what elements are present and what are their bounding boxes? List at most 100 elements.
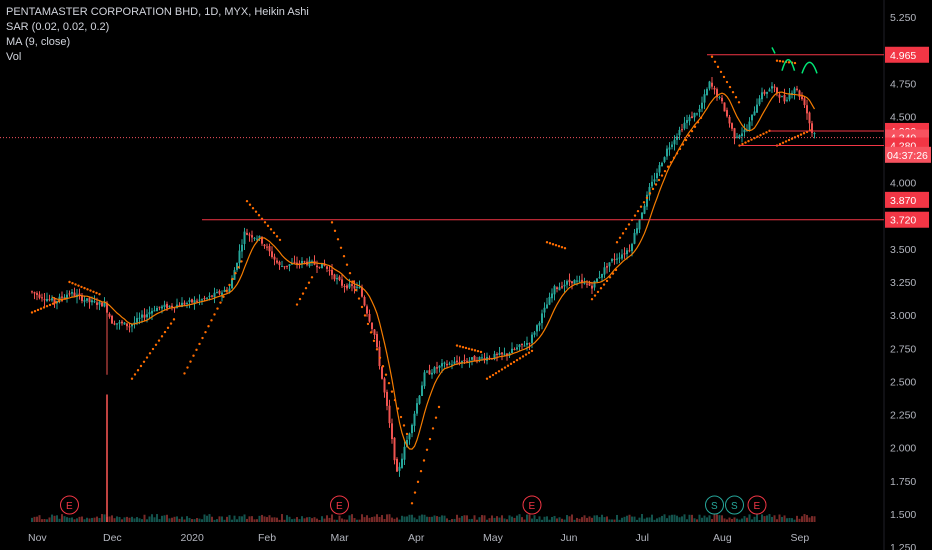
volume-bar <box>728 517 731 522</box>
candle-body <box>436 367 438 369</box>
volume-bar <box>638 517 641 522</box>
sar-dot <box>228 283 231 287</box>
volume-bar <box>393 518 396 522</box>
candle-body <box>608 262 611 267</box>
event-marker[interactable]: E <box>330 495 349 515</box>
volume-bar <box>391 517 393 522</box>
candle-body <box>153 310 156 312</box>
event-marker[interactable]: E <box>60 495 79 515</box>
sar-dot <box>351 280 355 283</box>
volume-bar <box>563 519 566 522</box>
volume-bar <box>238 516 241 522</box>
candle-body <box>513 348 516 350</box>
volume-bar <box>198 518 201 522</box>
volume-bar <box>401 515 403 522</box>
event-marker[interactable]: S <box>725 495 744 515</box>
volume-bar <box>228 515 231 522</box>
candle-body <box>726 110 728 117</box>
candle-body <box>253 237 256 239</box>
sar-dot <box>434 416 438 419</box>
sar-dot <box>63 297 67 300</box>
y-tick-label: 2.750 <box>890 343 916 355</box>
candle-body <box>721 97 723 102</box>
candle-body <box>453 361 456 364</box>
candle-body <box>701 102 703 109</box>
volume-bar <box>178 518 181 522</box>
sar-dot <box>476 349 480 353</box>
volume-bar <box>493 517 496 522</box>
candle-body <box>621 254 623 259</box>
volume-bar <box>271 517 273 522</box>
volume-bar <box>251 516 253 522</box>
candle-body <box>361 287 363 297</box>
candle-body <box>738 135 741 138</box>
volume-bar <box>96 516 98 522</box>
volume-bar <box>256 519 258 522</box>
sar-dot <box>402 424 406 427</box>
sar-dot <box>304 286 308 290</box>
volume-bar <box>131 516 133 522</box>
sar-dot <box>425 448 429 451</box>
volume-bar <box>376 514 378 522</box>
sar-dot <box>614 268 618 272</box>
sar-dot <box>330 221 334 224</box>
event-marker[interactable]: E <box>522 495 542 515</box>
candle-body <box>656 173 658 179</box>
volume-bar <box>136 517 138 522</box>
candle-body <box>541 313 543 324</box>
y-tick-label: 3.500 <box>890 244 916 256</box>
volume-bar <box>216 519 218 522</box>
sar-dot <box>39 307 43 310</box>
event-marker[interactable]: S <box>705 495 724 515</box>
sar-dot <box>375 348 379 351</box>
sar-dot <box>784 140 788 143</box>
sar-dot <box>348 271 352 275</box>
sar-dot <box>666 165 670 168</box>
sar-dot <box>521 355 525 358</box>
candle-body <box>653 179 656 182</box>
candle-body <box>458 362 461 364</box>
volume-bar <box>753 516 756 522</box>
volume-bar <box>543 516 546 522</box>
candle-body <box>538 322 541 326</box>
candle-body <box>783 94 786 102</box>
candle-body <box>231 278 233 289</box>
volume-bar <box>561 518 563 522</box>
legend-ma[interactable]: MA (9, close) <box>6 36 71 48</box>
volume-bar <box>66 517 68 522</box>
candle-body <box>646 194 648 207</box>
candle-body <box>296 262 298 264</box>
legend-vol[interactable]: Vol <box>6 51 22 63</box>
candle-body <box>286 265 288 267</box>
price-axis-bg <box>884 0 932 550</box>
candle-body <box>196 300 198 302</box>
candle-body <box>96 302 98 306</box>
volume-bar <box>676 515 678 522</box>
candle-body <box>223 290 226 292</box>
event-circle <box>330 495 349 515</box>
volume-bar <box>326 515 328 522</box>
candle-body <box>141 314 143 318</box>
volume-bar <box>623 516 626 522</box>
candle-body <box>473 355 476 361</box>
candle-body <box>616 258 618 260</box>
volume-bar <box>268 515 271 522</box>
sar-dot <box>778 59 782 63</box>
sar-dot <box>390 390 394 393</box>
sar-dot <box>366 322 370 326</box>
candle-body <box>353 285 356 289</box>
sar-dot <box>693 125 697 128</box>
volume-bar <box>431 516 433 522</box>
candle-body <box>641 212 643 219</box>
volume-bar <box>423 514 426 522</box>
volume-bar <box>81 516 83 522</box>
volume-bar <box>473 515 476 522</box>
candle-body <box>406 440 408 447</box>
volume-bar <box>38 515 41 522</box>
candle-body <box>748 121 751 131</box>
sar-dot <box>333 229 337 233</box>
event-marker[interactable]: E <box>747 495 767 515</box>
legend-sar[interactable]: SAR (0.02, 0.02, 0.2) <box>6 21 110 33</box>
